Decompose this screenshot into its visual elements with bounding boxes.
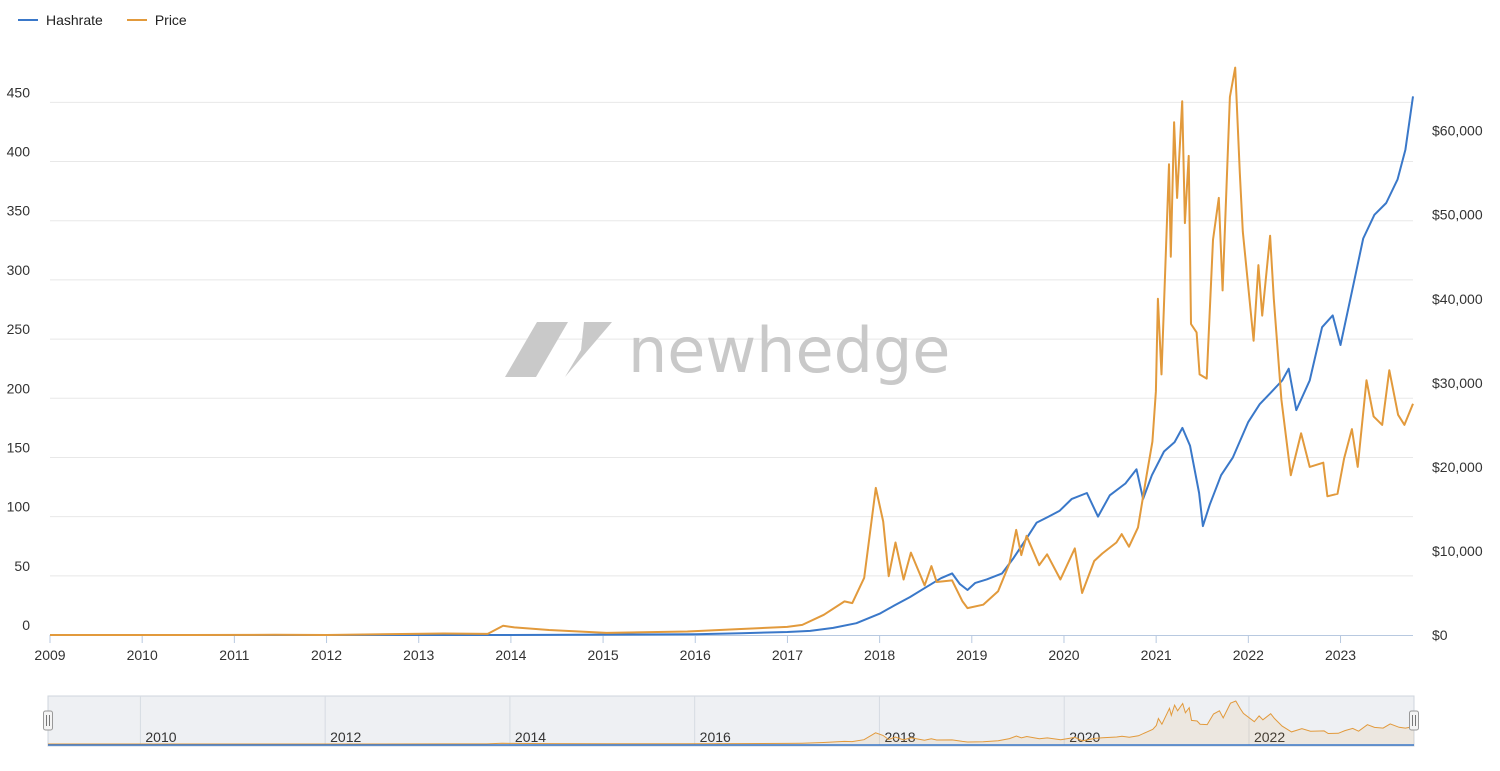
y-right-tick-label: $60,000 [1432, 123, 1483, 139]
y-left-tick-label: 300 [7, 262, 31, 278]
navigator-series-line [48, 700, 1415, 745]
x-tick-label: 2015 [588, 647, 619, 663]
navigator-label: 2018 [884, 729, 915, 745]
navigator-label: 2012 [330, 729, 361, 745]
navigator-label: 2016 [700, 729, 731, 745]
axis-layer: 0 50 100 150 200 250 300 350 400 450 $0 $10,000 $20,… [7, 84, 1483, 663]
legend-label-hashrate: Hashrate [46, 12, 103, 28]
legend: Hashrate Price [18, 12, 187, 28]
y-right-tick-label: $50,000 [1432, 207, 1483, 223]
navigator-label: 2014 [515, 729, 546, 745]
x-tick-label: 2022 [1233, 647, 1264, 663]
y-left-tick-label: 50 [14, 558, 30, 574]
grid-layer [50, 101, 1413, 577]
navigator-mask[interactable] [47, 695, 1415, 747]
legend-label-price: Price [154, 12, 187, 28]
x-tick-label: 2012 [311, 647, 342, 663]
y-right-tick-label: $20,000 [1432, 459, 1483, 475]
x-tick-label: 2010 [127, 647, 158, 663]
y-left-tick-label: 100 [7, 499, 31, 515]
legend-item-hashrate[interactable]: Hashrate [18, 12, 103, 28]
watermark-text: newhedge [628, 314, 950, 387]
series-layer [50, 66, 1414, 636]
y-left-tick-label: 200 [7, 380, 31, 396]
navigator-label: 2022 [1254, 729, 1285, 745]
navigator[interactable]: 2010 2012 2014 2016 2018 2020 2022 [43, 695, 1419, 747]
navigator-label: 2020 [1069, 729, 1100, 745]
y-left-tick-label: 350 [7, 203, 31, 219]
navigator-label: 2010 [145, 729, 176, 745]
x-tick-label: 2019 [956, 647, 987, 663]
x-tick-label: 2020 [1048, 647, 1079, 663]
y-left-tick-label: 450 [7, 84, 31, 100]
y-right-tick-label: $10,000 [1432, 543, 1483, 559]
x-tick-label: 2017 [772, 647, 803, 663]
navigator-right-handle[interactable] [1409, 710, 1419, 731]
newhedge-logo-icon [505, 322, 612, 377]
navigator-left-handle[interactable] [43, 710, 53, 731]
x-tick-label: 2013 [403, 647, 434, 663]
y-left-tick-label: 250 [7, 321, 31, 337]
legend-swatch-hashrate [18, 19, 38, 21]
y-left-tick-label: 0 [22, 617, 30, 633]
y-right-tick-label: $40,000 [1432, 291, 1483, 307]
series-line-price [50, 66, 1414, 636]
x-tick-label: 2016 [680, 647, 711, 663]
x-tick-label: 2018 [864, 647, 895, 663]
watermark: newhedge [505, 314, 950, 387]
legend-item-price[interactable]: Price [126, 12, 187, 28]
x-tick-label: 2014 [495, 647, 526, 663]
x-tick-label: 2023 [1325, 647, 1356, 663]
y-right-tick-label: $30,000 [1432, 375, 1483, 391]
x-tick-label: 2021 [1141, 647, 1172, 663]
legend-swatch-price [126, 19, 147, 21]
navigator-area [48, 701, 1414, 746]
y-left-tick-label: 400 [7, 144, 31, 160]
y-left-tick-label: 150 [7, 439, 31, 455]
x-tick-label: 2009 [34, 647, 65, 663]
y-right-tick-label: $0 [1432, 627, 1448, 643]
series-line-hashrate [50, 96, 1414, 636]
x-tick-label: 2011 [219, 647, 249, 663]
